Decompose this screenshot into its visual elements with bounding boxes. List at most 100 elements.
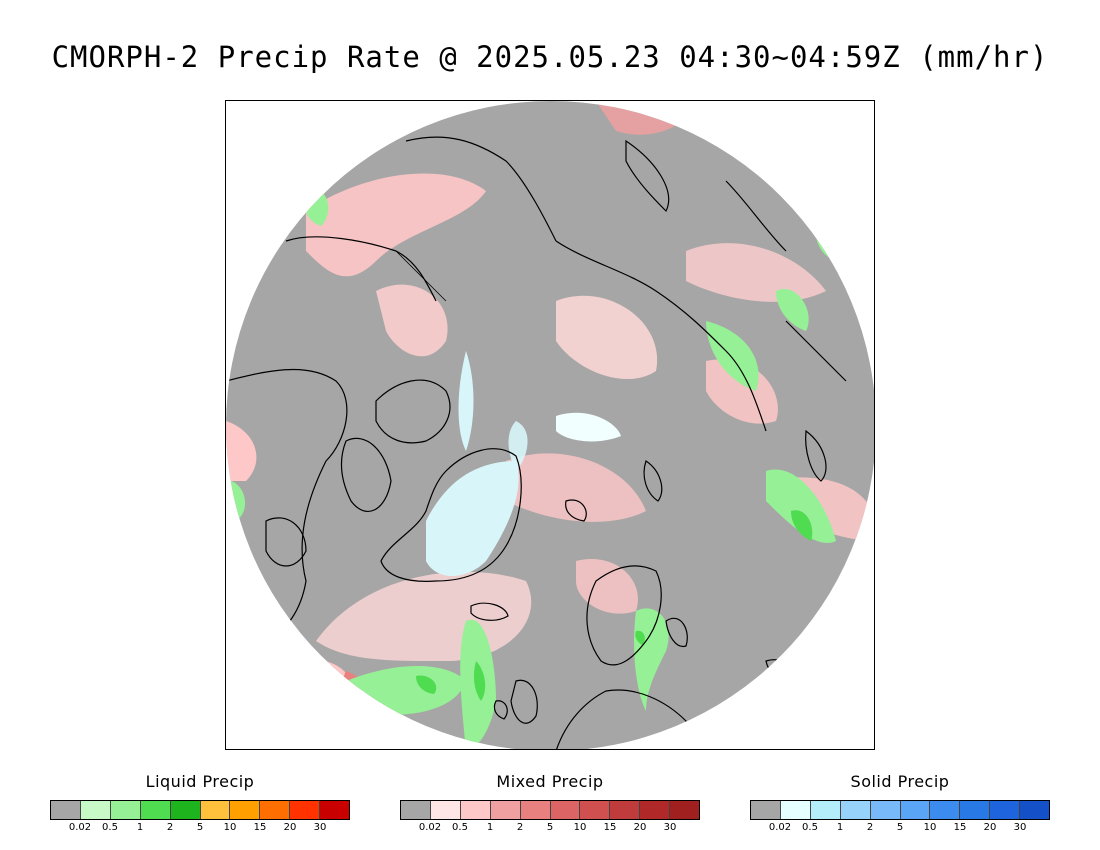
mixed-precip-area [226,421,257,481]
legend-swatch [51,801,81,819]
legend-swatch [900,801,931,819]
legend-swatch [550,801,581,819]
coastline-baltic [665,617,688,647]
legend-tick-label: 0.5 [452,822,468,833]
legend-swatch [80,801,111,819]
legend-tick-label: 1 [836,822,844,833]
mixed-precip-area [376,284,448,357]
legend-tick-label: 20 [983,822,997,833]
legend-tick-label: 10 [573,822,587,833]
coastline-east-siberia [785,320,847,382]
solid-precip-area [458,351,474,451]
coastline-okhotsk [725,180,787,252]
legend-swatch [110,801,141,819]
legend-swatch [810,801,841,819]
legend-swatch [751,801,781,819]
liquid-precip-area [766,469,836,543]
liquid-precip-area [706,321,759,391]
legend-solid: Solid Precip 0.02 0.5 1 2 5 10 15 20 30 [750,772,1050,842]
mixed-precip-area [706,359,778,424]
coastline-svalbard [565,499,587,522]
coastline-canadian-archipelago [375,379,451,444]
coastline-alaska-north [405,136,557,242]
legend-swatch [610,801,641,819]
liquid-precip-area [473,661,486,701]
coastline-north-america [226,368,348,642]
legend-swatch [260,801,291,819]
legend-tick-label: 30 [1013,822,1027,833]
coastline-caspian [805,429,827,482]
coastline-scandinavia [586,565,662,666]
coastline-alaska [285,236,437,302]
liquid-precip-area [791,510,813,541]
legend-swatch [870,801,901,819]
legend-swatch [290,801,321,819]
coastlines [226,136,847,749]
legend-liquid: Liquid Precip 0.02 0.5 1 2 5 10 15 20 30 [50,772,350,842]
legend-mixed: Mixed Precip 0.02 0.5 1 2 5 10 15 20 30 [400,772,700,842]
polar-precip-map [226,101,874,749]
legend-swatch [670,801,700,819]
legend-swatch [580,801,611,819]
legend-tick-label: 5 [196,822,204,833]
legend-tick-label: 10 [223,822,237,833]
liquid-precip-area [635,630,645,645]
mixed-precip-area [576,559,638,614]
legend-tick-label: 0.5 [802,822,818,833]
coastline-kamchatka [625,139,670,213]
legend-ticks: 0.02 0.5 1 2 5 10 15 20 30 [50,822,350,836]
legend-swatch [960,801,991,819]
legend-swatch [140,801,171,819]
mixed-precip-area [556,295,658,380]
legend-tick-label: 1 [486,822,494,833]
legend-title: Mixed Precip [496,772,604,791]
legend-tick-label: 5 [546,822,554,833]
coastline-greenland [380,448,522,582]
legend-tick-label: 30 [313,822,327,833]
legend-tick-label: 0.02 [68,822,92,833]
legend-colorbar [50,800,350,820]
legend-swatch [840,801,871,819]
legend-swatch [520,801,551,819]
legend-swatch [490,801,521,819]
legend-tick-label: 20 [283,822,297,833]
legend-tick-label: 0.5 [102,822,118,833]
legend-ticks: 0.02 0.5 1 2 5 10 15 20 30 [750,822,1050,836]
solid-precip-area [556,412,621,442]
map-title: CMORPH-2 Precip Rate @ 2025.05.23 04:30~… [51,40,1049,74]
border-alaska-canada [395,250,447,302]
legend-tick-label: 15 [603,822,617,833]
legend-tick-label: 2 [516,822,524,833]
coastline-ireland [493,700,508,720]
legend-swatch [170,801,201,819]
solid-precip-area [508,421,528,471]
mixed-precip-area [686,243,826,302]
coastline-siberia [555,240,767,432]
liquid-precip-area [776,289,809,331]
legend-swatch [430,801,461,819]
coastline-baffin [340,437,392,512]
legend-tick-label: 5 [896,822,904,833]
coastline-hudson-bay [265,517,307,567]
legend-colorbar [750,800,1050,820]
liquid-precip-area [416,675,437,694]
legend-swatch [930,801,961,819]
legend-swatch [401,801,431,819]
legend-tick-label: 15 [253,822,267,833]
legend-swatch [320,801,350,819]
map-frame [225,100,875,750]
legend-title: Liquid Precip [145,772,255,791]
legend-title: Solid Precip [850,772,950,791]
legend-swatch [990,801,1021,819]
coastline-iceland [470,602,509,621]
legend-tick-label: 2 [166,822,174,833]
solid-precip-area [426,461,519,576]
legend-ticks: 0.02 0.5 1 2 5 10 15 20 30 [400,822,700,836]
legend-tick-label: 10 [923,822,937,833]
mixed-precip-area [306,173,486,277]
legend-swatch [640,801,671,819]
legend-tick-label: 2 [866,822,874,833]
legend-tick-label: 15 [953,822,967,833]
legend-tick-label: 1 [136,822,144,833]
legend-tick-label: 0.02 [768,822,792,833]
